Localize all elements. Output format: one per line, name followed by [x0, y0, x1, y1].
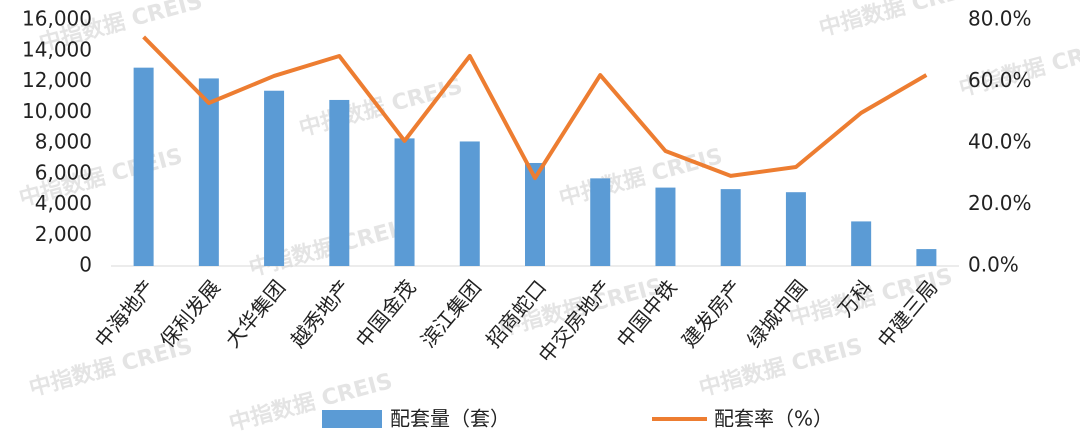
- x-tick-label: 越秀地产: [286, 275, 356, 352]
- bar: [590, 178, 611, 266]
- watermark: 中指数据 CREIS: [556, 143, 725, 212]
- y2-tick-label: 80.0%: [968, 7, 1032, 31]
- bar: [785, 192, 806, 266]
- watermark: 中指数据 CREIS: [696, 333, 865, 402]
- y-tick-label: 2,000: [35, 222, 92, 246]
- y-tick-label: 14,000: [22, 37, 92, 61]
- y2-tick-label: 0.0%: [968, 253, 1019, 277]
- bar: [655, 187, 676, 266]
- y-tick-label: 0: [79, 253, 92, 277]
- bar: [851, 221, 872, 266]
- x-tick-label: 滨江集团: [416, 275, 486, 352]
- x-tick-label: 建发房产: [677, 275, 747, 352]
- x-tick-label: 中海地产: [90, 275, 160, 352]
- legend-swatch: [322, 410, 382, 428]
- x-tick-label: 中国金茂: [351, 275, 421, 352]
- y-tick-label: 8,000: [35, 130, 92, 154]
- bar: [133, 67, 154, 266]
- y-tick-label: 4,000: [35, 191, 92, 215]
- bar: [329, 99, 350, 266]
- y-tick-label: 12,000: [22, 68, 92, 92]
- bar: [394, 138, 415, 266]
- y-tick-label: 10,000: [22, 99, 92, 123]
- bar: [264, 90, 285, 266]
- bar: [720, 189, 741, 266]
- y2-tick-label: 20.0%: [968, 191, 1032, 215]
- bar: [198, 78, 219, 266]
- bar: [916, 249, 937, 266]
- y-tick-label: 6,000: [35, 160, 92, 184]
- y-tick-label: 16,000: [22, 7, 92, 31]
- y2-tick-label: 40.0%: [968, 130, 1032, 154]
- legend-label: 配套量（套）: [390, 407, 510, 431]
- x-tick-label: 大华集团: [220, 275, 290, 352]
- legend-label: 配套率（%）: [714, 407, 833, 431]
- y2-tick-label: 60.0%: [968, 68, 1032, 92]
- bar: [525, 162, 545, 266]
- bar: [459, 141, 480, 266]
- watermark: 中指数据 CREIS: [816, 0, 985, 42]
- line: [142, 35, 928, 181]
